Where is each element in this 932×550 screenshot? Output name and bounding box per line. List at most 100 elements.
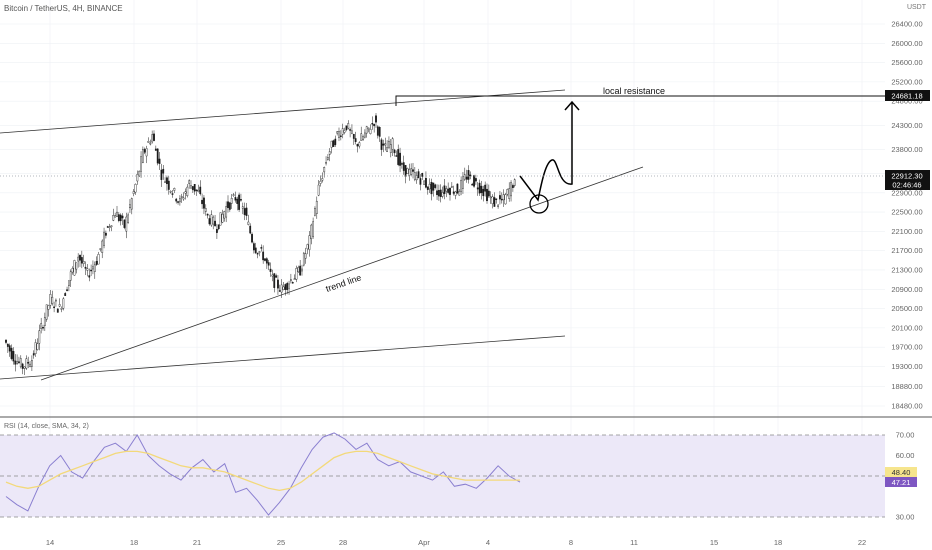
candle-body xyxy=(114,215,117,218)
candle-body xyxy=(93,264,96,272)
candle-body xyxy=(164,181,166,183)
currency-label: USDT xyxy=(906,4,926,11)
candle-body xyxy=(182,197,185,200)
candle-body xyxy=(101,240,104,253)
candle-body xyxy=(280,284,283,293)
candle-body xyxy=(80,257,83,264)
candle-body xyxy=(364,132,366,138)
candle-body xyxy=(106,226,109,228)
candle-body xyxy=(397,149,400,165)
candle-body xyxy=(256,252,259,255)
candle-body xyxy=(445,188,448,192)
candle-body xyxy=(265,258,268,264)
trend-line[interactable] xyxy=(40,166,644,381)
drawing-layer[interactable]: local resistance trend line xyxy=(0,86,885,381)
resistance-price-label: 24681.18 xyxy=(891,92,922,101)
rsi-pane[interactable] xyxy=(0,432,885,518)
candle-body xyxy=(130,198,133,210)
candle-body xyxy=(151,134,154,143)
candle-body xyxy=(178,198,181,203)
lower-channel-line[interactable] xyxy=(0,335,566,380)
candle-body xyxy=(240,199,242,201)
candle-body xyxy=(297,267,300,273)
candle-body xyxy=(406,168,409,175)
rsi-title[interactable]: RSI (14, close, SMA, 34, 2) xyxy=(4,423,89,430)
candle-body xyxy=(369,129,372,134)
candle-body xyxy=(388,140,390,149)
upper-channel-line[interactable] xyxy=(0,89,566,134)
candle-body xyxy=(432,182,435,191)
bounce-circle[interactable] xyxy=(529,194,549,214)
local-resistance-line[interactable] xyxy=(395,95,885,106)
candle-body xyxy=(438,190,440,197)
candle-body xyxy=(8,345,11,352)
candle-body xyxy=(362,136,364,141)
candle-body xyxy=(497,204,499,208)
bar-countdown-label: 02:46:46 xyxy=(892,181,921,190)
time-tick-label: 21 xyxy=(193,538,201,547)
candle-body xyxy=(167,180,170,190)
candle-body xyxy=(471,183,474,186)
candle-body xyxy=(58,304,61,307)
candle-body xyxy=(375,115,377,123)
candle-body xyxy=(156,148,159,164)
price-tick-label: 23800.00 xyxy=(891,145,922,154)
candlestick-series xyxy=(5,113,516,376)
price-axis[interactable]: 26400.00 26000.00 25600.00 25200.00 24800.00… xyxy=(891,20,922,411)
candle-body xyxy=(38,330,41,344)
candle-body xyxy=(110,225,113,227)
candle-body xyxy=(95,261,98,265)
price-tick-label: 22900.00 xyxy=(891,188,922,197)
candle-body xyxy=(500,198,503,201)
time-tick-label: 25 xyxy=(277,538,285,547)
candle-body xyxy=(452,191,455,194)
price-tick-label: 21300.00 xyxy=(891,265,922,274)
candle-body xyxy=(10,347,13,359)
candle-body xyxy=(221,213,224,223)
candle-body xyxy=(504,194,507,205)
projection-path[interactable] xyxy=(519,102,573,202)
last-price-badge: 22912.30 02:46:46 xyxy=(885,170,930,190)
symbol-title[interactable]: Bitcoin / TetherUS, 4H, BINANCE xyxy=(4,4,123,13)
candle-body xyxy=(454,191,457,196)
candle-body xyxy=(291,282,294,284)
candle-body xyxy=(228,202,231,210)
candle-body xyxy=(69,271,72,281)
candle-body xyxy=(132,191,135,194)
candle-body xyxy=(215,229,218,233)
price-tick-label: 25200.00 xyxy=(891,77,922,86)
candle-body xyxy=(230,198,233,204)
candle-body xyxy=(64,293,67,296)
candle-body xyxy=(430,181,433,195)
candle-body xyxy=(480,185,483,194)
candle-body xyxy=(252,243,255,251)
candle-body xyxy=(160,169,163,180)
candle-body xyxy=(269,268,272,272)
price-tick-label: 22100.00 xyxy=(891,227,922,236)
candle-body xyxy=(365,126,368,134)
candle-body xyxy=(462,176,464,189)
candle-body xyxy=(275,275,277,278)
time-axis[interactable]: 14 18 21 25 28 Apr 4 8 11 15 18 22 xyxy=(46,538,866,547)
candle-body xyxy=(31,360,33,367)
candle-body xyxy=(225,206,228,218)
candle-body xyxy=(341,128,344,135)
candle-body xyxy=(502,194,505,201)
candle-body xyxy=(262,251,265,261)
candle-body xyxy=(145,148,148,157)
candle-body xyxy=(299,265,302,276)
candle-body xyxy=(190,185,192,189)
candle-body xyxy=(315,200,318,214)
candle-body xyxy=(271,274,274,277)
candle-body xyxy=(428,183,431,190)
candle-body xyxy=(88,275,91,278)
candle-body xyxy=(484,184,487,192)
candle-body xyxy=(177,201,179,203)
resistance-price-badge: 24681.18 xyxy=(885,90,930,101)
candle-body xyxy=(247,221,250,225)
candle-body xyxy=(382,143,385,146)
candle-body xyxy=(288,283,290,289)
candle-body xyxy=(66,289,68,291)
price-tick-label: 20500.00 xyxy=(891,304,922,313)
